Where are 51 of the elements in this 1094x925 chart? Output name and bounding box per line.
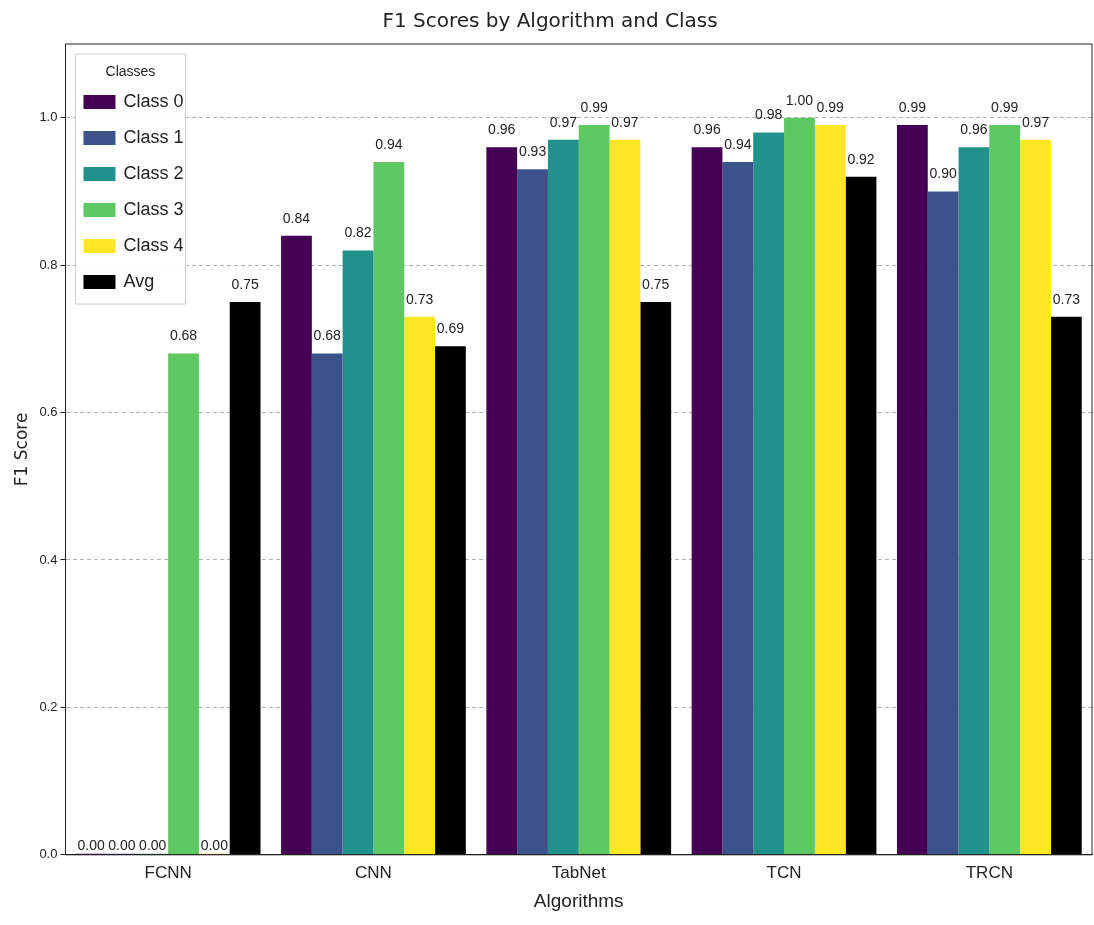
data-label: 0.99 (580, 98, 608, 115)
legend-label: Class 4 (123, 234, 184, 255)
y-tick-label: 1.0 (39, 109, 58, 125)
data-label: 0.68 (313, 327, 342, 344)
data-label: 0.96 (960, 121, 988, 138)
data-label: 0.97 (1021, 113, 1050, 130)
x-tick-label: TabNet (551, 862, 606, 882)
legend-label: Class 0 (123, 90, 184, 111)
legend-label: Class 3 (123, 198, 184, 219)
legend-label: Class 1 (123, 126, 184, 147)
data-label: 0.93 (518, 143, 547, 160)
y-tick-label: 0.2 (39, 698, 58, 714)
data-label: 0.82 (344, 224, 372, 241)
legend-label: Class 2 (123, 162, 184, 183)
legend-title: Classes (105, 62, 156, 79)
data-label: 0.75 (231, 275, 259, 292)
data-label: 0.00 (139, 836, 167, 853)
y-tick-label: 0.0 (39, 846, 58, 862)
x-tick-label: TRCN (965, 862, 1013, 882)
data-label: 0.94 (724, 135, 752, 152)
y-tick-label: 0.4 (39, 551, 58, 567)
data-label: 0.69 (436, 320, 465, 337)
x-tick-label: CNN (355, 862, 392, 882)
data-label: 0.98 (755, 106, 783, 123)
data-label: 0.99 (991, 98, 1019, 115)
data-label: 0.96 (693, 121, 721, 138)
x-tick-label: FCNN (144, 862, 192, 882)
data-label: 0.99 (816, 98, 845, 115)
data-label: 0.68 (169, 327, 198, 344)
data-label: 0.75 (642, 275, 670, 292)
legend-label: Avg (123, 270, 155, 291)
data-label: 1.00 (785, 91, 814, 108)
data-label: 0.84 (282, 209, 311, 226)
x-axis-title: Algorithms (533, 889, 624, 911)
data-label: 0.97 (549, 113, 578, 130)
data-label: 0.73 (1052, 290, 1081, 307)
data-label: 0.94 (375, 135, 403, 152)
data-label: 0.96 (488, 121, 516, 138)
data-label: 0.00 (108, 836, 136, 853)
data-label: 0.00 (77, 836, 105, 853)
data-label: 0.90 (929, 165, 957, 182)
data-label: 0.99 (898, 98, 927, 115)
data-label: 0.00 (200, 836, 229, 853)
data-label: 0.73 (406, 290, 434, 307)
y-axis-title: F1 Score (10, 412, 31, 487)
data-label: 0.92 (847, 150, 875, 167)
chart-title: F1 Scores by Algorithm and Class (382, 8, 718, 33)
data-label: 0.97 (611, 113, 639, 130)
x-tick-label: TCN (766, 862, 802, 882)
y-tick-label: 0.8 (39, 256, 58, 272)
y-tick-label: 0.6 (39, 404, 58, 420)
